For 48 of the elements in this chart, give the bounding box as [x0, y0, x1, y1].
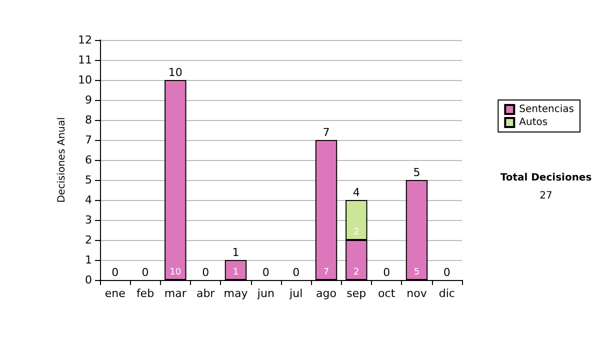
data-label: 7: [323, 268, 330, 278]
data-label: 2: [354, 228, 360, 238]
total-label: 0: [292, 266, 300, 279]
total-label: 1: [232, 246, 240, 259]
data-label: 2: [354, 268, 360, 278]
y-tick-label: 12: [78, 34, 92, 46]
y-tick-label: 0: [85, 274, 92, 286]
text: 27: [540, 190, 552, 202]
total-label: 4: [352, 186, 360, 199]
x-tick-label: feb: [136, 287, 154, 300]
x-tick-label: oct: [378, 287, 396, 300]
y-tick-label: 5: [85, 174, 92, 186]
y-tick-label: 9: [85, 94, 92, 106]
legend-label: Sentencias: [519, 104, 574, 115]
x-tick-label: jun: [256, 287, 274, 300]
x-tick-label: dic: [438, 287, 455, 300]
x-tick-label: mar: [164, 287, 187, 300]
total-label: 0: [142, 266, 149, 279]
x-tick-label: nov: [406, 287, 428, 300]
total-label: 10: [168, 66, 182, 79]
y-axis-title: Decisiones Anual: [56, 117, 68, 203]
total-label: 7: [322, 126, 330, 139]
y-tick-label: 10: [78, 74, 92, 86]
total-label: 0: [202, 266, 210, 279]
total-label: 0: [383, 266, 390, 279]
y-tick-label: 8: [85, 114, 92, 126]
y-tick-label: 7: [85, 134, 92, 146]
total-label: 0: [112, 266, 119, 279]
legend-label: Autos: [519, 117, 548, 128]
x-tick-label: jul: [288, 287, 303, 300]
x-tick-label: ago: [316, 287, 337, 300]
text: Total Decisiones: [500, 172, 592, 184]
data-label: 5: [414, 268, 420, 278]
y-tick-label: 4: [85, 194, 92, 206]
data-label: 1: [232, 268, 239, 278]
x-tick-label: may: [224, 287, 248, 300]
y-tick-label: 2: [85, 234, 92, 246]
x-tick-label: sep: [346, 287, 366, 300]
x-tick-label: abr: [196, 287, 216, 300]
total-label: 0: [443, 266, 450, 279]
y-tick-label: 6: [85, 154, 92, 166]
x-tick-label: ene: [104, 287, 126, 300]
y-tick-label: 11: [78, 54, 92, 66]
y-tick-label: 3: [85, 214, 92, 226]
y-tick-label: 1: [85, 254, 92, 266]
total-label: 0: [262, 266, 270, 279]
total-label: 5: [413, 166, 420, 179]
data-label: 10: [170, 268, 182, 278]
